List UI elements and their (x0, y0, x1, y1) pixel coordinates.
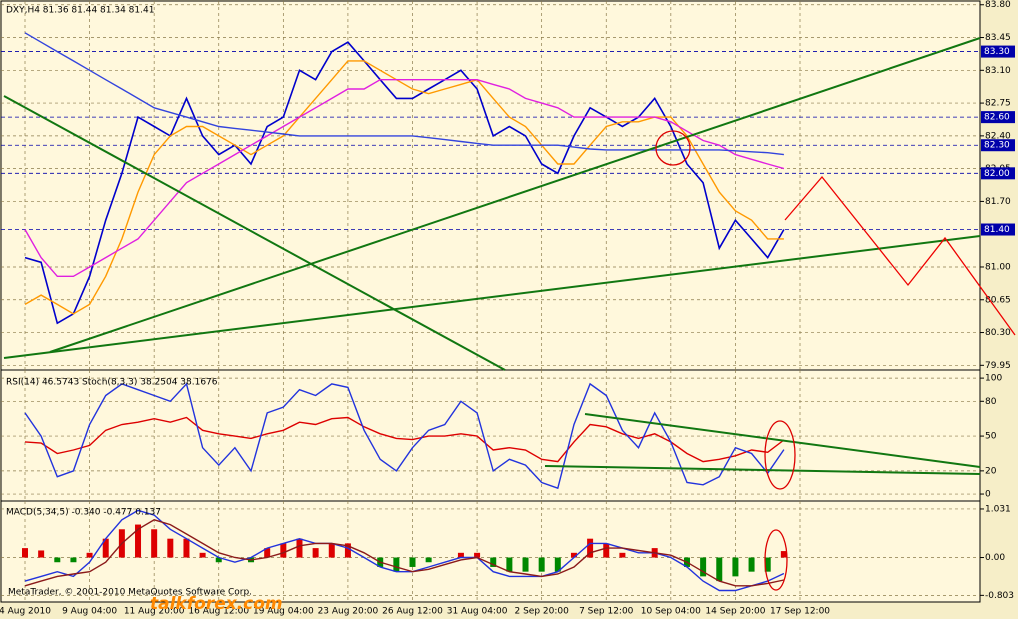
level-label: 82.60 (984, 113, 1010, 123)
watermark: talkforex.com (150, 594, 283, 614)
y-tick-label: 83.10 (985, 66, 1011, 76)
series-line (24, 32, 784, 156)
level-box (981, 223, 1015, 236)
series-line (24, 60, 784, 315)
y-tick-label: 20 (985, 466, 997, 476)
highlight-circle (764, 420, 796, 490)
level-box (981, 111, 1015, 124)
histogram-bar (457, 552, 464, 558)
histogram-bar (54, 557, 61, 563)
histogram-bar (328, 543, 335, 558)
histogram-bar (86, 552, 93, 558)
histogram-bar (538, 557, 545, 572)
histogram-bar (280, 543, 287, 558)
panel-title: RSI(14) 46.5743 Stoch(8,3,3) 38.2504 38.… (6, 378, 218, 388)
series-line (24, 79, 785, 277)
x-tick-label: 11 Aug 20:00 (124, 607, 185, 617)
x-tick-label: 14 Sep 20:00 (705, 607, 765, 617)
copyright: MetaTrader, © 2001-2010 MetaQuotes Softw… (8, 588, 252, 598)
y-tick-label: -0.803 (985, 591, 1014, 601)
histogram-bar (312, 548, 319, 558)
highlight-circle (764, 529, 788, 591)
histogram-bar (135, 524, 142, 558)
y-tick-label: 100 (985, 374, 1002, 384)
x-tick-label: 31 Aug 04:00 (447, 607, 508, 617)
level-box (981, 167, 1015, 180)
histogram-bar (570, 552, 577, 558)
x-tick-label: 19 Aug 04:00 (253, 607, 314, 617)
series-line (24, 382, 785, 490)
histogram-bar (716, 557, 723, 582)
projection-line (784, 175, 1016, 336)
level-box (981, 45, 1015, 58)
histogram-bar (603, 543, 610, 558)
x-tick-label: 16 Aug 12:00 (188, 607, 249, 617)
histogram-bar (554, 557, 561, 572)
y-tick-label: 0.00 (985, 553, 1005, 563)
histogram-bar (102, 538, 109, 558)
y-tick-label: 80 (985, 397, 997, 407)
histogram-bar (167, 538, 174, 558)
histogram-bar (700, 557, 707, 577)
y-tick-label: 81.00 (985, 262, 1011, 272)
histogram-bar (264, 548, 271, 558)
trend-lines (3, 37, 981, 475)
y-tick-label: 83.80 (985, 0, 1011, 10)
histogram-bar (393, 557, 400, 572)
y-tick-label: 50 (985, 432, 997, 442)
histogram-bar (215, 557, 222, 563)
histogram-bar (425, 557, 432, 563)
histogram-bar (183, 538, 190, 558)
histogram-bar (490, 557, 497, 567)
histogram-bar (587, 538, 594, 558)
histogram-bar (748, 557, 755, 572)
series-line (24, 519, 785, 587)
x-tick-label: 23 Aug 20:00 (318, 607, 379, 617)
x-tick-label: 26 Aug 12:00 (382, 607, 443, 617)
x-tick-label: 17 Sep 12:00 (770, 607, 830, 617)
x-tick-label: 4 Aug 2010 (0, 607, 51, 617)
plot-background (0, 0, 981, 603)
histogram-bar (732, 557, 739, 577)
level-label: 82.00 (984, 169, 1010, 179)
histogram-bar (780, 551, 787, 558)
y-tick-label: 81.70 (985, 197, 1011, 207)
y-tick-label: 82.40 (985, 131, 1011, 141)
level-label: 81.40 (984, 225, 1010, 235)
histogram-bar (522, 557, 529, 572)
y-tick-label: 79.95 (985, 361, 1011, 371)
series-line (24, 41, 785, 325)
x-tick-label: 7 Sep 12:00 (579, 607, 634, 617)
y-tick-label: 1.031 (985, 504, 1011, 514)
histogram-bar (296, 538, 303, 558)
level-box (981, 139, 1015, 152)
x-tick-label: 9 Aug 04:00 (62, 607, 117, 617)
x-tick-label: 10 Sep 04:00 (641, 607, 701, 617)
histogram-bar (764, 557, 771, 572)
y-tick-label: 82.75 (985, 99, 1011, 109)
chart-title: DXY,H4 81.36 81.44 81.34 81.41 (6, 6, 154, 16)
histogram-bar (619, 552, 626, 558)
histogram-bar (199, 552, 206, 558)
level-label: 83.30 (984, 47, 1010, 57)
histogram-bar (22, 548, 28, 558)
histogram-bar (38, 550, 45, 558)
y-tick-label: 0 (985, 490, 991, 500)
panel-title: MACD(5,34,5) -0.340 -0.477 0.137 (6, 508, 161, 518)
y-tick-label: 80.65 (985, 295, 1011, 305)
histogram-bar (409, 557, 416, 567)
series-line (24, 416, 785, 463)
histogram-bar (474, 552, 481, 558)
y-tick-label: 83.45 (985, 33, 1011, 43)
histogram-bar (506, 557, 513, 572)
histogram-bar (70, 557, 77, 563)
y-tick-label: 80.30 (985, 328, 1011, 338)
highlight-circle (655, 130, 691, 166)
level-label: 82.30 (984, 141, 1010, 151)
histogram-bar (344, 543, 351, 558)
histogram-bar (151, 529, 158, 558)
x-tick-label: 2 Sep 20:00 (514, 607, 569, 617)
